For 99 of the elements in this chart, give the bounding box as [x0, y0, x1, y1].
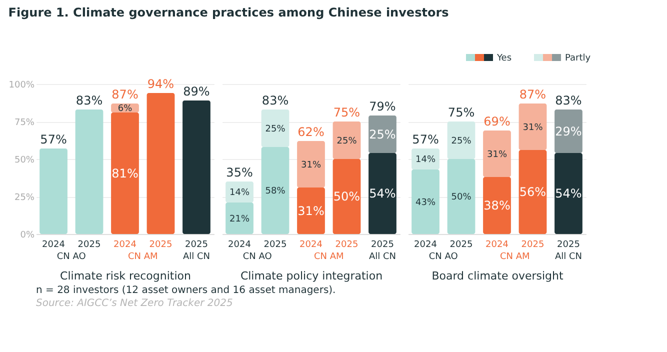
total-label: 75%: [333, 106, 360, 120]
data-label: 31%: [522, 122, 544, 133]
data-label: 31%: [486, 150, 508, 160]
total-label: 89%: [183, 84, 210, 98]
x-tick-label: 2025: [78, 240, 101, 250]
data-label: 14%: [230, 188, 250, 198]
bar: [40, 148, 68, 234]
x-tick-label: 2025: [149, 240, 172, 250]
y-tick-label: 0%: [20, 230, 35, 240]
x-tick-label: 2024: [486, 240, 509, 250]
text: All CN: [554, 252, 582, 262]
x-tick-label: 2025: [335, 240, 358, 250]
total-label: 79%: [369, 100, 396, 114]
text: All CN: [368, 252, 396, 262]
x-tick-label: 2025: [557, 240, 580, 250]
bar: [297, 141, 325, 188]
data-label: 43%: [416, 198, 436, 208]
bar: [554, 153, 582, 234]
y-tick-label: 25%: [14, 193, 35, 203]
x-tick-label: 2024: [414, 240, 438, 250]
bar: [332, 159, 361, 234]
bar: [554, 110, 582, 153]
bar: [111, 112, 139, 234]
text: CN AO: [56, 252, 86, 262]
bar: [226, 202, 254, 234]
x-tick-label: 2025: [371, 240, 394, 250]
data-label: 6%: [118, 104, 133, 114]
data-label: 31%: [298, 204, 324, 218]
total-label: 35%: [226, 166, 253, 180]
total-label: 75%: [448, 106, 475, 120]
x-axis-title: Climate policy integration: [240, 270, 383, 282]
x-tick-label: 2024: [300, 240, 323, 250]
data-label: 58%: [265, 186, 286, 196]
data-label: 54%: [369, 186, 396, 200]
source-note: Source: AIGCC’s Net Zero Tracker 2025: [36, 298, 233, 309]
data-label: 25%: [265, 124, 286, 134]
text: CN AO: [242, 252, 272, 262]
legend-label: Yes: [496, 54, 512, 64]
bar: [518, 150, 547, 234]
x-tick-label: 2024: [228, 240, 252, 250]
total-label: 87%: [519, 88, 546, 102]
x-tick-label: 2025: [185, 240, 208, 250]
x-axis-title: Climate risk recognition: [60, 270, 191, 282]
data-label: 25%: [336, 136, 358, 146]
data-label: 56%: [519, 185, 546, 199]
data-label: 29%: [555, 124, 582, 138]
bar: [447, 159, 476, 234]
text: All CN: [182, 252, 210, 262]
chart-title: Figure 1. Climate governance practices among Chinese investors: [8, 6, 449, 20]
bar: [182, 100, 210, 234]
total-label: 94%: [147, 77, 174, 91]
data-label: 14%: [416, 155, 436, 165]
total-label: 87%: [112, 88, 138, 102]
x-tick-label: 2025: [521, 240, 544, 250]
x-tick-label: 2024: [42, 240, 66, 250]
data-label: 21%: [230, 214, 250, 224]
total-label: 83%: [262, 94, 289, 108]
bar: [261, 147, 290, 234]
legend-label: Partly: [565, 54, 592, 64]
x-tick-label: 2025: [264, 240, 287, 250]
data-label: 25%: [451, 136, 472, 146]
x-tick-label: 2025: [450, 240, 473, 250]
data-label: 31%: [300, 160, 322, 170]
bar: [483, 130, 511, 177]
total-label: 57%: [40, 132, 67, 146]
y-tick-label: 75%: [14, 118, 35, 128]
bar: [226, 182, 254, 202]
text: CN AM: [314, 252, 344, 262]
data-label: 50%: [451, 192, 472, 202]
total-label: 69%: [484, 114, 510, 128]
y-tick-label: 50%: [14, 156, 35, 166]
bar: [447, 122, 476, 159]
x-tick-label: 2024: [114, 240, 137, 250]
total-label: 62%: [298, 125, 324, 139]
bar: [75, 110, 104, 234]
bar: [261, 110, 290, 147]
total-label: 83%: [555, 94, 582, 108]
bar: [297, 188, 325, 234]
x-axis-title: Board climate oversight: [432, 270, 564, 282]
text: CN AO: [428, 252, 458, 262]
data-label: 50%: [333, 190, 360, 204]
data-label: 25%: [369, 127, 396, 142]
data-label: 38%: [484, 198, 510, 212]
total-label: 57%: [412, 132, 439, 146]
data-label: 81%: [112, 166, 138, 180]
bar: [368, 153, 396, 234]
y-tick-label: 100%: [8, 80, 35, 90]
bar: [332, 122, 361, 159]
text: CN AM: [128, 252, 158, 262]
text: n = 28 investors (12 asset owners and 16 asset managers).: [36, 285, 336, 296]
bar: [483, 177, 511, 234]
bar: [412, 148, 440, 170]
bar: [368, 116, 396, 153]
data-label: 54%: [555, 186, 582, 200]
total-label: 83%: [76, 94, 103, 108]
text: CN AM: [500, 252, 530, 262]
bar: [412, 170, 440, 234]
bar: [518, 104, 547, 150]
bar: [146, 93, 175, 234]
